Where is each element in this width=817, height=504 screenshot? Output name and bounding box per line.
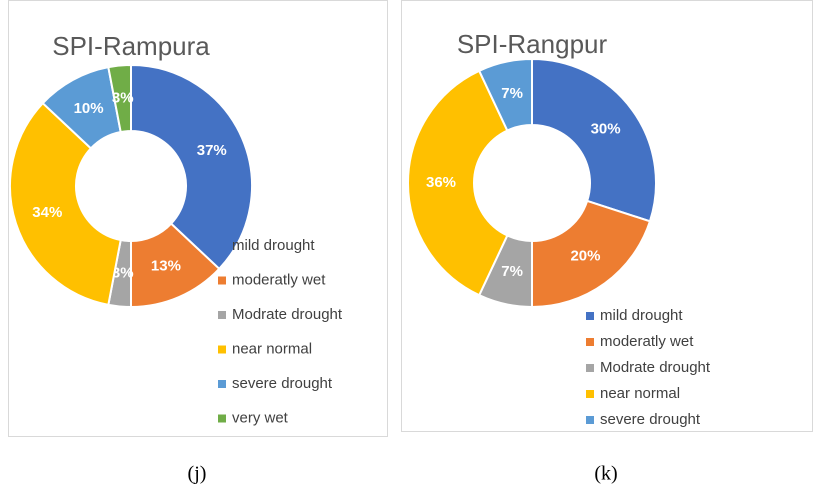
legend-swatch bbox=[218, 414, 226, 423]
data-label: 13% bbox=[151, 258, 181, 275]
legend-entry: Modrate drought bbox=[232, 306, 343, 323]
caption: (j) bbox=[188, 463, 207, 485]
legend-entry: Modrate drought bbox=[600, 359, 711, 376]
legend-swatch bbox=[586, 364, 594, 372]
legend-entry: near normal bbox=[232, 340, 312, 357]
legend-entry: mild drought bbox=[232, 237, 315, 254]
legend-entry: severe drought bbox=[600, 411, 701, 428]
donut-slice bbox=[531, 57, 657, 223]
chart-title: SPI-Rampura bbox=[52, 31, 210, 61]
legend-swatch bbox=[218, 242, 226, 250]
data-label: 20% bbox=[570, 248, 600, 265]
legend-swatch bbox=[586, 416, 594, 424]
legend-swatch bbox=[586, 338, 594, 346]
donut-slice bbox=[477, 57, 533, 132]
data-label: 3% bbox=[112, 265, 134, 282]
chart-title: SPI-Rangpur bbox=[457, 29, 608, 59]
donut-slice bbox=[130, 63, 253, 271]
data-label: 34% bbox=[32, 204, 62, 221]
legend-entry: moderatly wet bbox=[600, 333, 694, 350]
data-label: 7% bbox=[501, 85, 523, 102]
legend-entry: mild drought bbox=[600, 307, 683, 324]
donut-slice bbox=[531, 199, 652, 309]
legend-entry: moderatly wet bbox=[232, 271, 326, 288]
data-label: 3% bbox=[112, 89, 134, 106]
legend-swatch bbox=[218, 345, 226, 354]
legend-entry: near normal bbox=[600, 385, 680, 402]
legend-entry: very wet bbox=[232, 409, 289, 426]
data-label: 10% bbox=[74, 100, 104, 117]
legend-entry: severe drought bbox=[232, 375, 333, 392]
legend-swatch bbox=[586, 390, 594, 398]
data-label: 30% bbox=[591, 120, 621, 137]
legend-swatch bbox=[218, 380, 226, 388]
legend-swatch bbox=[218, 276, 226, 285]
legend-swatch bbox=[218, 311, 226, 319]
legend-swatch bbox=[586, 312, 594, 320]
donut-slice bbox=[107, 63, 132, 134]
donut-slice bbox=[9, 101, 122, 307]
donut-slice bbox=[407, 69, 509, 297]
data-label: 7% bbox=[501, 263, 523, 280]
data-label: 36% bbox=[426, 174, 456, 191]
data-label: 37% bbox=[197, 142, 227, 159]
caption: (k) bbox=[594, 463, 617, 485]
